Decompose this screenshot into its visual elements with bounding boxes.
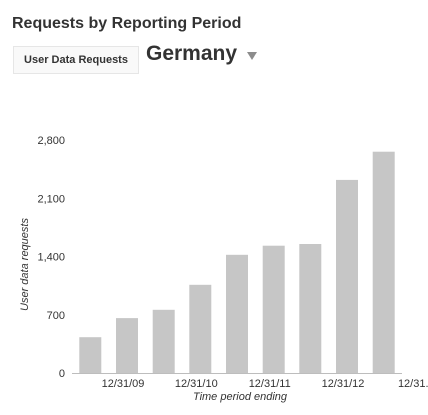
x-tick-label: 12/31/10 <box>175 378 218 390</box>
y-tick-label: 2,100 <box>37 193 65 205</box>
x-tick-label: 12/31/11 <box>249 378 291 390</box>
bar-6/30/11 <box>226 254 248 373</box>
y-tick-label: 2,800 <box>37 135 65 147</box>
bar-6/30/13 <box>372 151 395 373</box>
country-dropdown[interactable]: Germany <box>146 42 258 66</box>
user-data-requests-tab[interactable]: User Data Requests <box>13 46 139 74</box>
y-axis-title: User data requests <box>19 218 31 311</box>
bar-6/30/09 <box>79 337 102 373</box>
y-tick-label: 0 <box>59 368 65 380</box>
x-tick-label: 12/31/09 <box>102 378 145 390</box>
bar-6/30/10 <box>152 309 175 373</box>
y-tick-label: 700 <box>47 310 65 322</box>
bar-12/31/11 <box>262 245 285 373</box>
country-label: Germany <box>146 42 238 65</box>
y-tick-label: 1,400 <box>37 252 65 264</box>
bar-12/31/10 <box>189 284 212 373</box>
x-axis-title: Time period ending <box>193 391 288 403</box>
x-tick-label: 12/31... <box>398 378 428 390</box>
bar-12/31/09 <box>116 318 138 373</box>
caret-down-icon <box>247 52 258 60</box>
bar-12/31/12 <box>336 179 358 373</box>
bar-6/30/12 <box>299 244 322 373</box>
x-tick-label: 12/31/12 <box>322 378 365 390</box>
page-title: Requests by Reporting Period <box>12 15 242 32</box>
